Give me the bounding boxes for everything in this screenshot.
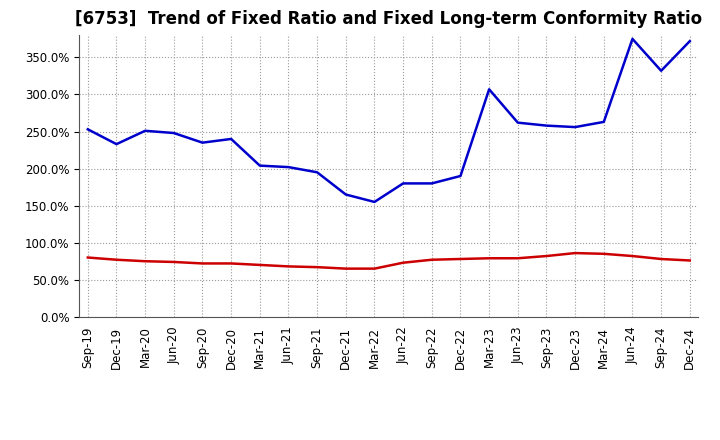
Fixed Long-term Conformity Ratio xyxy=(312,264,321,270)
Fixed Long-term Conformity Ratio xyxy=(542,253,551,259)
Fixed Ratio xyxy=(485,87,493,92)
Fixed Ratio xyxy=(141,128,150,133)
Fixed Long-term Conformity Ratio xyxy=(198,261,207,266)
Fixed Long-term Conformity Ratio xyxy=(685,258,694,263)
Fixed Long-term Conformity Ratio xyxy=(141,259,150,264)
Fixed Ratio xyxy=(685,38,694,44)
Fixed Ratio xyxy=(312,170,321,175)
Fixed Ratio xyxy=(256,163,264,168)
Fixed Long-term Conformity Ratio xyxy=(513,256,522,261)
Fixed Long-term Conformity Ratio xyxy=(428,257,436,262)
Fixed Ratio xyxy=(600,119,608,125)
Fixed Long-term Conformity Ratio xyxy=(571,250,580,256)
Fixed Long-term Conformity Ratio xyxy=(112,257,121,262)
Fixed Ratio xyxy=(84,127,92,132)
Fixed Ratio xyxy=(370,199,379,205)
Fixed Long-term Conformity Ratio xyxy=(456,257,465,262)
Line: Fixed Long-term Conformity Ratio: Fixed Long-term Conformity Ratio xyxy=(88,253,690,269)
Fixed Ratio xyxy=(284,165,293,170)
Fixed Long-term Conformity Ratio xyxy=(256,262,264,268)
Fixed Ratio xyxy=(657,68,665,73)
Fixed Ratio xyxy=(198,140,207,145)
Fixed Ratio xyxy=(428,181,436,186)
Fixed Long-term Conformity Ratio xyxy=(628,253,636,259)
Fixed Long-term Conformity Ratio xyxy=(227,261,235,266)
Fixed Ratio xyxy=(571,125,580,130)
Fixed Long-term Conformity Ratio xyxy=(84,255,92,260)
Fixed Long-term Conformity Ratio xyxy=(370,266,379,271)
Fixed Ratio xyxy=(341,192,350,197)
Fixed Long-term Conformity Ratio xyxy=(485,256,493,261)
Fixed Ratio xyxy=(628,36,636,41)
Fixed Ratio xyxy=(169,130,178,136)
Fixed Ratio xyxy=(513,120,522,125)
Fixed Long-term Conformity Ratio xyxy=(600,251,608,257)
Fixed Ratio xyxy=(542,123,551,128)
Line: Fixed Ratio: Fixed Ratio xyxy=(88,39,690,202)
Fixed Ratio xyxy=(112,142,121,147)
Fixed Long-term Conformity Ratio xyxy=(341,266,350,271)
Title: [6753]  Trend of Fixed Ratio and Fixed Long-term Conformity Ratio: [6753] Trend of Fixed Ratio and Fixed Lo… xyxy=(75,10,703,28)
Fixed Long-term Conformity Ratio xyxy=(284,264,293,269)
Fixed Ratio xyxy=(456,173,465,179)
Fixed Ratio xyxy=(227,136,235,142)
Fixed Long-term Conformity Ratio xyxy=(399,260,408,265)
Fixed Ratio xyxy=(399,181,408,186)
Fixed Long-term Conformity Ratio xyxy=(169,259,178,264)
Fixed Long-term Conformity Ratio xyxy=(657,257,665,262)
